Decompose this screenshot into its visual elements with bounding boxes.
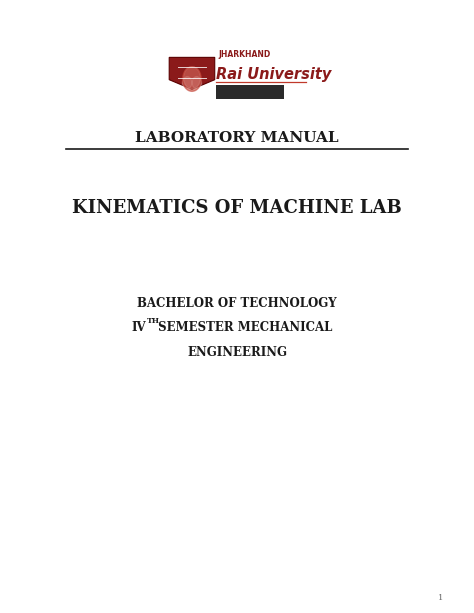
Polygon shape: [169, 58, 215, 89]
Text: SEMESTER MECHANICAL: SEMESTER MECHANICAL: [154, 321, 332, 335]
Circle shape: [192, 77, 201, 89]
Text: 1: 1: [438, 593, 444, 602]
Circle shape: [182, 77, 192, 89]
Text: BACHELOR OF TECHNOLOGY: BACHELOR OF TECHNOLOGY: [137, 297, 337, 310]
Text: RANCHI: RANCHI: [247, 85, 274, 89]
Text: TH: TH: [147, 316, 160, 325]
Text: ENGINEERING: ENGINEERING: [187, 346, 287, 359]
Text: ACCREDITED BY NAAC: ACCREDITED BY NAAC: [191, 103, 257, 108]
Circle shape: [182, 67, 201, 91]
FancyBboxPatch shape: [216, 85, 284, 99]
Text: IV: IV: [132, 321, 146, 335]
Text: Rai University: Rai University: [216, 67, 331, 82]
Circle shape: [183, 67, 201, 89]
Text: KINEMATICS OF MACHINE LAB: KINEMATICS OF MACHINE LAB: [72, 199, 402, 218]
Text: LABORATORY MANUAL: LABORATORY MANUAL: [135, 131, 339, 145]
Text: JHARKHAND: JHARKHAND: [218, 50, 270, 59]
